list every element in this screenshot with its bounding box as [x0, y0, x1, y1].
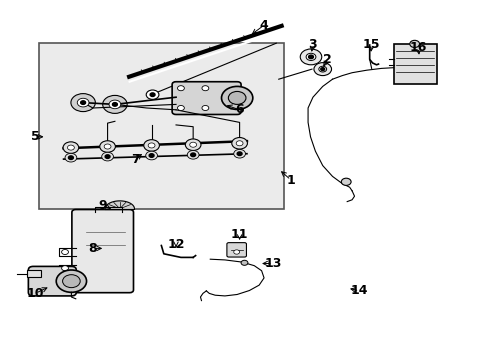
Circle shape	[68, 156, 73, 159]
Circle shape	[146, 90, 159, 99]
Text: 2: 2	[323, 53, 331, 66]
Circle shape	[145, 151, 157, 160]
Text: 9: 9	[98, 199, 107, 212]
Text: 7: 7	[131, 153, 140, 166]
Circle shape	[105, 155, 110, 158]
Circle shape	[109, 100, 121, 109]
Circle shape	[63, 142, 79, 153]
Circle shape	[189, 142, 196, 147]
Circle shape	[341, 178, 350, 185]
Circle shape	[318, 66, 326, 72]
Circle shape	[308, 55, 313, 59]
Circle shape	[241, 260, 247, 265]
Circle shape	[228, 91, 245, 104]
Circle shape	[202, 105, 208, 111]
Text: 11: 11	[230, 228, 248, 241]
Text: 1: 1	[286, 174, 295, 186]
Text: 4: 4	[259, 19, 268, 32]
Circle shape	[320, 68, 324, 71]
Circle shape	[233, 149, 245, 158]
Text: 13: 13	[264, 257, 281, 270]
Circle shape	[112, 103, 117, 106]
Circle shape	[187, 150, 199, 159]
Circle shape	[305, 53, 315, 60]
Circle shape	[67, 145, 74, 150]
Circle shape	[300, 49, 321, 65]
Circle shape	[56, 270, 86, 292]
FancyBboxPatch shape	[172, 82, 241, 114]
Bar	[39, 43, 283, 209]
Circle shape	[81, 101, 85, 104]
Circle shape	[102, 152, 113, 161]
Circle shape	[237, 152, 242, 156]
Text: 10: 10	[26, 287, 44, 300]
Text: 12: 12	[167, 238, 184, 251]
Bar	[27, 270, 41, 277]
Bar	[393, 44, 436, 84]
Circle shape	[313, 63, 331, 76]
FancyBboxPatch shape	[226, 243, 246, 257]
Circle shape	[71, 94, 95, 112]
Text: 3: 3	[308, 39, 317, 51]
Circle shape	[65, 153, 77, 162]
Circle shape	[149, 154, 154, 157]
Circle shape	[236, 141, 243, 146]
Text: 14: 14	[350, 284, 367, 297]
FancyBboxPatch shape	[28, 266, 76, 296]
Text: 15: 15	[362, 39, 380, 51]
Text: 8: 8	[88, 242, 97, 255]
Circle shape	[62, 275, 80, 288]
Circle shape	[143, 140, 159, 151]
Circle shape	[148, 143, 155, 148]
Circle shape	[190, 153, 195, 157]
Circle shape	[104, 144, 111, 149]
Polygon shape	[105, 201, 134, 209]
Text: 6: 6	[235, 103, 244, 116]
FancyBboxPatch shape	[72, 210, 133, 293]
Circle shape	[77, 98, 89, 107]
Circle shape	[185, 139, 201, 150]
Circle shape	[231, 138, 247, 149]
Circle shape	[233, 250, 239, 254]
Circle shape	[221, 86, 252, 109]
Circle shape	[61, 266, 68, 271]
Circle shape	[61, 249, 68, 255]
Circle shape	[102, 95, 127, 113]
Circle shape	[100, 141, 115, 152]
Text: 16: 16	[408, 41, 426, 54]
Circle shape	[150, 93, 155, 96]
Circle shape	[177, 105, 184, 111]
Circle shape	[202, 86, 208, 91]
Text: 5: 5	[31, 130, 40, 143]
Circle shape	[177, 86, 184, 91]
Circle shape	[409, 40, 419, 48]
